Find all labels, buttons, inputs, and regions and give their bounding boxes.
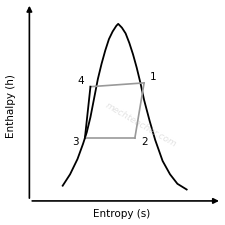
Text: 2: 2 bbox=[141, 137, 147, 147]
Text: 4: 4 bbox=[78, 76, 85, 86]
Text: Entropy (s): Entropy (s) bbox=[93, 209, 151, 219]
Text: 1: 1 bbox=[150, 72, 157, 82]
Text: Enthalpy (h): Enthalpy (h) bbox=[6, 74, 16, 138]
Text: 3: 3 bbox=[72, 137, 79, 147]
Text: mechteacher.com: mechteacher.com bbox=[103, 101, 178, 149]
